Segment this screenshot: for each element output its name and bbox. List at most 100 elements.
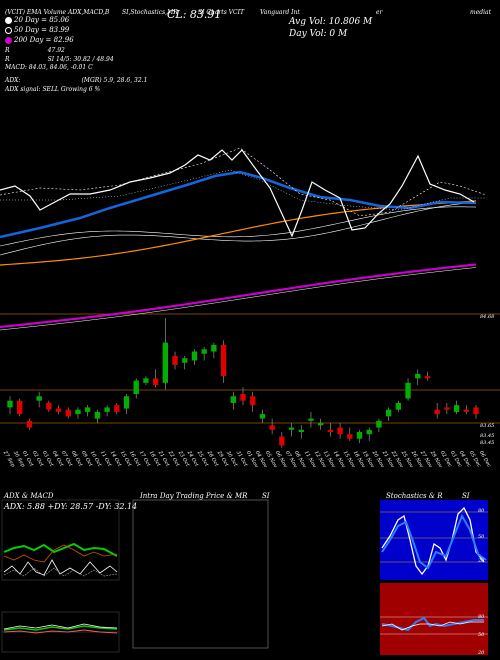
- stoch-panel-suffix: SI: [462, 492, 470, 500]
- adx-line: [3, 559, 118, 576]
- candle-body: [385, 409, 392, 417]
- candle-body: [201, 349, 207, 354]
- price-tick-1: 84.68: [480, 314, 495, 320]
- intraday-panel-suffix: SI: [262, 492, 270, 500]
- candle-body: [405, 382, 411, 399]
- candle-body: [211, 344, 217, 352]
- stoch-tick-20: 20: [478, 558, 485, 564]
- stochastics-panel: [380, 500, 488, 580]
- candle-body: [444, 407, 450, 410]
- stat-adx: ADX: (MGR) 5.9, 28.6, 32.1: [5, 77, 148, 84]
- stoch-k-line: [381, 506, 485, 576]
- candle-body: [162, 342, 169, 383]
- candle-body: [376, 420, 382, 428]
- candle-body: [308, 418, 314, 421]
- close-label: CL: 83.91: [167, 8, 222, 21]
- candle-body: [46, 402, 52, 410]
- dotted-band-line: [0, 169, 486, 211]
- candle-body: [453, 405, 460, 412]
- candle-body: [395, 402, 402, 410]
- legend-swatch: [5, 36, 12, 44]
- mrsi-tick-50: 50: [478, 632, 485, 638]
- symbol-line: (VCIT) EMA Volume ADX,MACD,B: [5, 9, 110, 16]
- stoch-d-line: [381, 513, 487, 570]
- candle-body: [366, 429, 372, 435]
- candle-body: [55, 408, 62, 412]
- candle-body: [133, 380, 139, 394]
- legend-label: 200 Day = 82.96: [14, 36, 74, 44]
- legend-item-20day: 20 Day = 85.06: [5, 16, 69, 24]
- bollinger-mid-line: [0, 170, 477, 239]
- mrsi-signal-line: [381, 621, 484, 631]
- adx-plus-di-line: [3, 542, 118, 557]
- price-tick-2: 83.65: [480, 423, 495, 429]
- stat-adx-signal: ADX signal: SELL Growing 6 %: [5, 86, 101, 93]
- legend-label: 20 Day = 85.06: [14, 16, 70, 24]
- candle-body: [434, 409, 440, 415]
- ema200-line: [0, 263, 477, 329]
- candle-body: [327, 429, 334, 432]
- indicators-line: SI,Stochastics,MR: [122, 9, 178, 16]
- adx-minus-di-line: [3, 544, 118, 563]
- price-tick-4: 83.45: [480, 440, 495, 446]
- candle-body: [259, 414, 266, 419]
- legend-label: 50 Day = 83.99: [14, 26, 70, 34]
- legend-item-50day: 50 Day = 83.99: [5, 26, 69, 34]
- adx-signal-line: [3, 567, 118, 577]
- candle-body: [17, 400, 23, 415]
- candle-body: [240, 394, 246, 401]
- candle-body: [473, 407, 479, 415]
- upper-band-line: [0, 201, 477, 256]
- mrsi-line: [381, 616, 484, 632]
- candle-body: [317, 423, 324, 426]
- company-name: Vanguard Int: [260, 9, 300, 16]
- candle-body: [114, 405, 120, 412]
- legend-swatch: [5, 16, 12, 24]
- candle-body: [191, 351, 198, 361]
- candle-body: [36, 396, 42, 401]
- mrsi-panel: [380, 583, 488, 655]
- stat-macd: MACD: 84.03, 84.06, -0.01 C: [5, 64, 93, 71]
- stoch-panel-title: Stochastics & R: [386, 492, 443, 500]
- candle-body: [220, 344, 227, 377]
- price-tick-3: 83.45: [480, 433, 495, 439]
- stoch-tick-50: 50: [478, 534, 485, 540]
- mrsi-tick-80: 80: [478, 614, 485, 620]
- adx-panel-values: ADX: 5.88 +DY: 28.57 -DY: 32.14: [4, 502, 138, 511]
- avg-volume: Avg Vol: 10.806 M: [289, 17, 373, 27]
- candle-body: [84, 407, 91, 412]
- candle-body: [123, 396, 130, 409]
- candle-body: [250, 396, 256, 406]
- macd-signal-line: [3, 629, 118, 634]
- candle-body: [94, 411, 101, 419]
- candle-body: [152, 378, 159, 386]
- candle-body: [143, 378, 149, 383]
- upper-band-line: [0, 206, 477, 247]
- intraday-panel-title: Intra Day Trading Price & MR: [140, 492, 248, 500]
- chart-label: SI Charts VCIT: [198, 9, 244, 16]
- company-suffix: er: [376, 9, 383, 16]
- adx-panel: [1, 499, 120, 581]
- candle-body: [26, 420, 33, 428]
- ema200-outline: [0, 267, 477, 331]
- stat-rsi: R SI 14/5: 30.82 / 48.94: [5, 56, 114, 63]
- candle-body: [288, 427, 295, 430]
- candle-body: [65, 409, 71, 417]
- mrsi-tick-20: 20: [478, 650, 485, 656]
- macd-line: [3, 625, 118, 631]
- stochastic-price-line: [0, 149, 475, 238]
- candle-body: [7, 400, 13, 408]
- stoch-tick-80: 80: [478, 508, 485, 514]
- day-volume: Day Vol: 0 M: [289, 29, 348, 39]
- legend-swatch: [5, 26, 12, 34]
- candle-body: [172, 356, 178, 365]
- candle-body: [347, 434, 353, 439]
- stat-r: R 47.92: [5, 47, 65, 54]
- candle-body: [356, 432, 363, 439]
- candle-body: [104, 407, 110, 412]
- date-axis: 27 Sep 30 Sep 01 Oct 02 Oct 03 Oct 04 Oct 07 O…: [2, 450, 492, 469]
- intraday-panel: [132, 499, 269, 649]
- candle-body: [75, 409, 81, 415]
- candle-body: [182, 358, 188, 363]
